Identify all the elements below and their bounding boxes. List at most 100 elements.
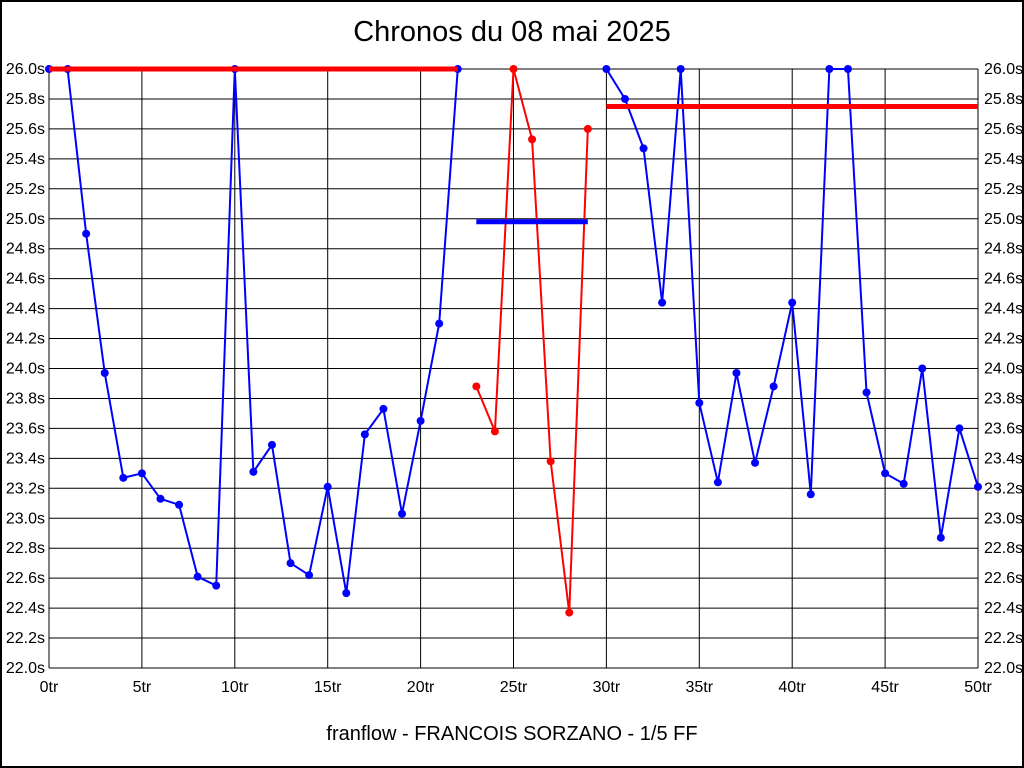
y-tick-label-right: 22.4s — [984, 600, 1023, 617]
y-tick-label-left: 24.4s — [6, 301, 45, 318]
y-tick-label-left: 23.6s — [6, 420, 45, 437]
lap-times-blue-segment-2-point — [918, 364, 927, 373]
y-tick-label-right: 23.6s — [984, 420, 1023, 437]
x-tick-label: 0tr — [40, 679, 59, 696]
lap-times-blue-segment-1-point — [435, 319, 444, 328]
y-tick-label-right: 22.8s — [984, 540, 1023, 557]
lap-times-blue-segment-1-point — [156, 494, 165, 503]
y-tick-label-left: 22.0s — [6, 660, 45, 677]
lap-times-blue-segment-1-point — [267, 440, 276, 449]
lap-times-blue-segment-1-point — [82, 229, 91, 238]
lap-times-blue-segment-2-point — [825, 65, 834, 73]
lap-times-blue-segment-1-point — [193, 572, 202, 581]
y-tick-label-right: 25.2s — [984, 181, 1023, 198]
y-tick-label-right: 22.0s — [984, 660, 1023, 677]
lap-times-blue-segment-1-point — [360, 430, 369, 439]
y-tick-label-left: 23.2s — [6, 480, 45, 497]
lap-times-blue-segment-1-line — [49, 68, 459, 594]
x-tick-label: 40tr — [778, 679, 806, 696]
lap-times-blue-segment-1-point — [100, 368, 109, 377]
y-tick-label-left: 23.0s — [6, 510, 45, 527]
y-tick-label-right: 22.2s — [984, 630, 1023, 647]
y-tick-label-right: 24.2s — [984, 331, 1023, 348]
lap-times-blue-segment-1-point — [119, 473, 128, 482]
lap-times-blue-segment-2-point — [620, 94, 629, 103]
y-tick-label-left: 25.4s — [6, 151, 45, 168]
lap-times-red-segment-point — [472, 382, 481, 391]
y-tick-label-right: 24.8s — [984, 241, 1023, 258]
lap-times-red-segment-point — [528, 135, 537, 144]
y-tick-label-left: 24.0s — [6, 361, 45, 378]
lap-times-blue-segment-1-point — [286, 559, 295, 568]
y-tick-label-right: 22.6s — [984, 570, 1023, 587]
lap-times-blue-segment-1-point — [175, 500, 184, 509]
y-tick-label-right: 23.8s — [984, 390, 1023, 407]
lap-times-blue-segment-1-point — [212, 581, 221, 590]
lap-times-blue-segment-2-point — [955, 424, 964, 433]
lap-times-blue-segment-2-point — [881, 469, 890, 478]
x-tick-label: 50tr — [964, 679, 992, 696]
y-tick-label-right: 23.0s — [984, 510, 1023, 527]
lap-times-blue-segment-2-point — [899, 479, 908, 488]
y-tick-label-right: 24.6s — [984, 271, 1023, 288]
lap-times-blue-segment-2-point — [788, 298, 797, 307]
y-tick-label-left: 22.6s — [6, 570, 45, 587]
y-tick-label-right: 25.4s — [984, 151, 1023, 168]
y-tick-label-left: 25.0s — [6, 211, 45, 228]
y-tick-label-left: 24.6s — [6, 271, 45, 288]
y-tick-label-left: 25.6s — [6, 121, 45, 138]
lap-times-red-segment-point — [565, 608, 574, 617]
lap-times-blue-segment-2-point — [806, 490, 815, 499]
x-tick-label: 10tr — [221, 679, 249, 696]
y-tick-label-right: 25.0s — [984, 211, 1023, 228]
lap-times-blue-segment-2-point — [751, 458, 760, 467]
lap-times-blue-segment-1-point — [342, 589, 351, 598]
lap-times-blue-segment-2-point — [639, 144, 648, 153]
x-tick-label: 15tr — [314, 679, 342, 696]
lap-times-blue-segment-1-point — [305, 571, 314, 580]
lap-times-blue-segment-2-point — [769, 382, 778, 391]
x-tick-label: 5tr — [133, 679, 152, 696]
y-tick-label-left: 23.4s — [6, 450, 45, 467]
lap-times-blue-segment-2-point — [732, 368, 741, 377]
y-tick-label-left: 23.8s — [6, 390, 45, 407]
x-tick-label: 25tr — [500, 679, 528, 696]
y-tick-label-left: 25.8s — [6, 91, 45, 108]
lap-times-blue-segment-1-point — [379, 404, 388, 413]
lap-times-blue-segment-2-point — [602, 65, 611, 73]
y-tick-label-right: 25.8s — [984, 91, 1023, 108]
y-tick-label-left: 26.0s — [6, 61, 45, 78]
y-tick-label-left: 24.8s — [6, 241, 45, 258]
lap-times-red-segment-point — [490, 427, 499, 436]
lap-times-blue-segment-1-point — [249, 467, 258, 476]
lap-times-blue-segment-1-point — [398, 509, 407, 518]
lap-times-red-segment-point — [546, 457, 555, 466]
y-tick-label-right: 26.0s — [984, 61, 1023, 78]
chart-title: Chronos du 08 mai 2025 — [353, 16, 671, 48]
y-tick-label-right: 23.4s — [984, 450, 1023, 467]
lap-times-blue-segment-2-point — [974, 482, 982, 491]
y-tick-label-left: 22.2s — [6, 630, 45, 647]
y-tick-label-right: 25.6s — [984, 121, 1023, 138]
x-tick-label: 45tr — [871, 679, 899, 696]
lap-times-red-segment-point — [509, 65, 518, 73]
lap-times-blue-segment-1-point — [137, 469, 146, 478]
lap-times-red-segment-point — [583, 124, 592, 133]
lap-times-blue-segment-2-point — [843, 65, 852, 73]
x-tick-label: 20tr — [407, 679, 435, 696]
lap-times-blue-segment-2-point — [676, 65, 685, 73]
y-tick-label-left: 22.4s — [6, 600, 45, 617]
lap-times-blue-segment-2-point — [862, 388, 871, 397]
y-tick-label-right: 23.2s — [984, 480, 1023, 497]
lap-times-blue-segment-2-point — [936, 533, 945, 542]
lap-times-blue-segment-2-point — [658, 298, 667, 307]
y-tick-label-left: 25.2s — [6, 181, 45, 198]
lap-times-blue-segment-1-point — [416, 416, 425, 425]
y-tick-label-left: 24.2s — [6, 331, 45, 348]
x-tick-label: 30tr — [593, 679, 621, 696]
lap-times-blue-segment-2-point — [695, 398, 704, 407]
y-tick-label-right: 24.4s — [984, 301, 1023, 318]
y-tick-label-left: 22.8s — [6, 540, 45, 557]
